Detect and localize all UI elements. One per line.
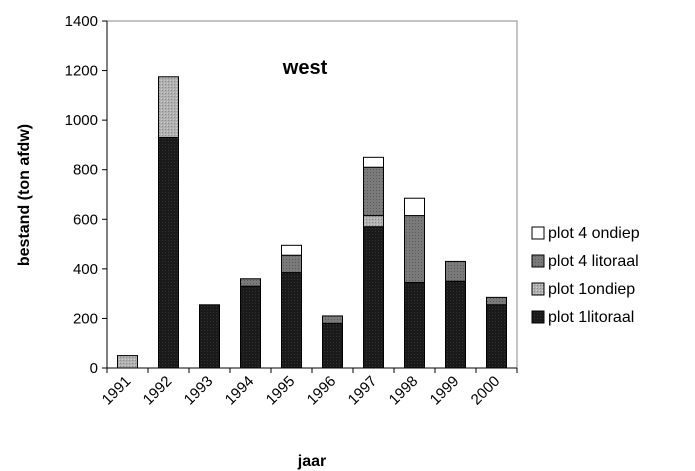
bar-segment: [404, 281, 425, 369]
y-axis-label: bestand (ton afdw): [16, 124, 33, 266]
x-tick-label: 1998: [386, 373, 422, 409]
legend-box: [528, 220, 695, 342]
bar-segment: [281, 244, 302, 256]
x-axis-label: jaar: [297, 453, 326, 470]
bar-segment: [322, 315, 343, 324]
bar-segment: [363, 166, 384, 217]
bar-segment: [363, 215, 384, 228]
x-tick-label: 1999: [427, 373, 463, 409]
bar-segment: [158, 76, 179, 138]
legend-swatch: [531, 254, 545, 268]
legend-swatch: [531, 310, 545, 324]
x-tick-label: 1994: [222, 373, 258, 409]
bar-segment: [199, 304, 220, 369]
x-tick-label: 1995: [263, 373, 299, 409]
bar-segment: [240, 278, 261, 287]
x-tick-label: 1993: [181, 373, 217, 409]
bar-segment: [363, 156, 384, 168]
bar-segment: [281, 272, 302, 369]
legend-swatch: [531, 226, 545, 240]
y-tick-label: 200: [73, 310, 98, 327]
legend-swatch: [531, 282, 545, 296]
bars: [117, 76, 507, 369]
x-tick-label: 1997: [345, 373, 381, 409]
legend-label: plot 1litoraal: [548, 309, 634, 326]
legend: plot 4 ondiep plot 4 litoraal plot 1ondiep…: [528, 220, 695, 342]
x-axis: 1991 1992 1993 1994 1995 1996 1997 1998 1999 2000: [99, 367, 518, 409]
bar-segment: [363, 226, 384, 369]
y-tick-label: 800: [73, 162, 98, 179]
bar-segment: [322, 322, 343, 369]
y-tick-label: 1000: [65, 112, 98, 129]
y-tick-label: 1200: [65, 63, 98, 80]
y-tick-label: 400: [73, 261, 98, 278]
x-tick-label: 1992: [140, 373, 176, 409]
legend-label: plot 4 litoraal: [548, 253, 639, 270]
bar-segment: [486, 304, 507, 369]
bar-segment: [404, 215, 425, 283]
bar-segment: [445, 280, 466, 369]
bar-segment: [486, 296, 507, 306]
x-tick-label: 1991: [99, 373, 135, 409]
bar-segment: [158, 136, 179, 369]
legend-label: plot 1ondiep: [548, 281, 635, 298]
bar-segment: [281, 254, 302, 274]
bar-segment: [240, 285, 261, 369]
bar-segment: [404, 197, 425, 217]
y-tick-label: 600: [73, 211, 98, 228]
bar-segment: [445, 260, 466, 282]
legend-label: plot 4 ondiep: [548, 225, 640, 242]
y-tick-label: 0: [90, 360, 98, 377]
y-tick-label: 1400: [65, 13, 98, 30]
x-tick-label: 1996: [304, 373, 340, 409]
x-tick-label: 2000: [468, 373, 504, 409]
chart-title: west: [282, 57, 328, 79]
y-axis: 0 200 400 600 800 1000 1200 1400: [65, 13, 108, 377]
bar-segment: [117, 355, 138, 369]
